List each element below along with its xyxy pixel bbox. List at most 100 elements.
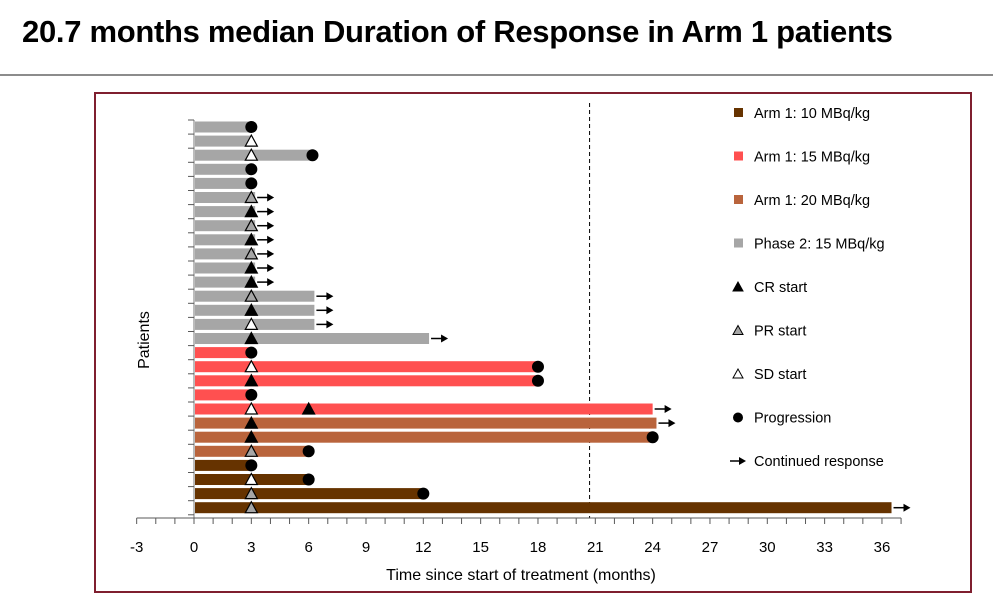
- patient-row: [195, 331, 449, 345]
- legend-triangle-icon: [732, 324, 744, 335]
- y-axis-label: Patients: [136, 311, 153, 369]
- x-tick-label: 33: [816, 539, 833, 556]
- patient-row: [195, 472, 315, 486]
- progression-marker: [245, 177, 258, 190]
- arrow-head: [267, 249, 275, 258]
- patient-bar: [195, 234, 256, 246]
- legend-label: Arm 1: 10 MBq/kg: [754, 106, 870, 122]
- continued-response-arrow: [893, 503, 911, 512]
- patient-bar: [195, 431, 653, 443]
- patient-row: [195, 388, 258, 401]
- arrow-head: [326, 320, 334, 329]
- arrow-head: [326, 306, 334, 315]
- arrow-head: [267, 278, 275, 287]
- patient-bar: [195, 333, 430, 344]
- pr-start-marker: [244, 444, 259, 457]
- patient-row: [195, 274, 275, 288]
- legend-item-group: Phase 2: 15 MBq/kg: [734, 237, 885, 253]
- sd-start-marker: [244, 401, 259, 415]
- legend-arrow-icon: [739, 457, 746, 465]
- progression-marker: [306, 149, 319, 162]
- sd-start-marker: [244, 133, 259, 147]
- patient-bar: [195, 135, 252, 147]
- cr-start-marker: [301, 401, 316, 415]
- patient-bar: [195, 163, 252, 175]
- pr-start-marker: [244, 190, 259, 204]
- continued-response-arrow: [257, 193, 275, 202]
- patient-bar: [195, 248, 256, 260]
- cr-start-marker: [244, 274, 259, 288]
- x-tick-label: 9: [362, 539, 370, 556]
- legend-item-marker: Progression: [733, 411, 831, 427]
- patient-bar: [195, 177, 252, 189]
- pr-start-marker: [244, 288, 259, 302]
- legend-label: Progression: [754, 411, 831, 427]
- patient-row: [195, 317, 334, 330]
- sd-start-marker: [244, 147, 259, 161]
- pr-start-marker: [244, 218, 259, 232]
- x-tick-label: 24: [644, 539, 661, 556]
- slide-title: 20.7 months median Duration of Response …: [22, 14, 893, 49]
- patient-row: [195, 346, 258, 359]
- progression-marker: [417, 487, 430, 500]
- patient-row: [195, 163, 258, 176]
- arrow-head: [267, 235, 275, 244]
- continued-response-arrow: [316, 306, 334, 315]
- patient-row: [195, 121, 258, 133]
- legend-item-marker: Continued response: [730, 454, 884, 470]
- patient-bar: [195, 488, 424, 500]
- progression-marker: [646, 431, 659, 444]
- legend-item-group: Arm 1: 10 MBq/kg: [734, 106, 870, 122]
- patient-bar: [195, 192, 256, 203]
- patient-row: [195, 459, 258, 472]
- x-tick-label: 27: [702, 539, 719, 556]
- continued-response-arrow: [257, 264, 275, 272]
- patient-row: [195, 444, 315, 458]
- continued-response-arrow: [257, 235, 275, 244]
- cr-start-marker: [244, 429, 259, 443]
- patient-row: [195, 232, 275, 246]
- patient-bar: [195, 375, 538, 387]
- x-tick-label: 6: [304, 539, 312, 556]
- arrow-head: [267, 264, 275, 272]
- legend-label: Continued response: [754, 454, 884, 470]
- patient-bar: [195, 361, 538, 373]
- continued-response-arrow: [654, 405, 672, 413]
- patient-row: [195, 500, 911, 514]
- arrow-head: [267, 193, 275, 202]
- continued-response-arrow: [658, 419, 676, 428]
- continued-response-arrow: [257, 249, 275, 258]
- x-tick-label: 3: [247, 539, 255, 556]
- patient-row: [195, 359, 544, 373]
- legend-label: PR start: [754, 324, 806, 340]
- cr-start-marker: [244, 415, 259, 429]
- patient-row: [195, 177, 258, 190]
- x-tick-label: -3: [130, 539, 143, 556]
- patient-bar: [195, 417, 657, 429]
- cr-start-marker: [244, 373, 259, 387]
- legend-item-marker: CR start: [732, 280, 807, 296]
- patient-bar: [195, 121, 252, 133]
- legend-label: Arm 1: 15 MBq/kg: [754, 150, 870, 166]
- progression-marker: [245, 121, 258, 133]
- progression-marker: [245, 388, 258, 401]
- legend-label: CR start: [754, 280, 807, 296]
- progression-marker: [245, 346, 258, 359]
- continued-response-arrow: [316, 292, 334, 301]
- pr-start-marker: [244, 486, 259, 500]
- x-tick-label: 12: [415, 539, 432, 556]
- legend-item-marker: SD start: [732, 367, 806, 383]
- continued-response-arrow: [257, 278, 275, 287]
- legend-swatch: [734, 238, 743, 248]
- patient-bar: [195, 220, 256, 232]
- patient-bar: [195, 389, 252, 401]
- patient-row: [195, 190, 275, 204]
- patient-row: [195, 246, 275, 260]
- patient-row: [195, 218, 275, 232]
- arrow-head: [441, 334, 449, 343]
- arrow-head: [903, 503, 911, 512]
- cr-start-marker: [244, 303, 259, 316]
- continued-response-arrow: [257, 221, 275, 230]
- patient-row: [195, 401, 672, 415]
- patient-bar: [195, 262, 256, 274]
